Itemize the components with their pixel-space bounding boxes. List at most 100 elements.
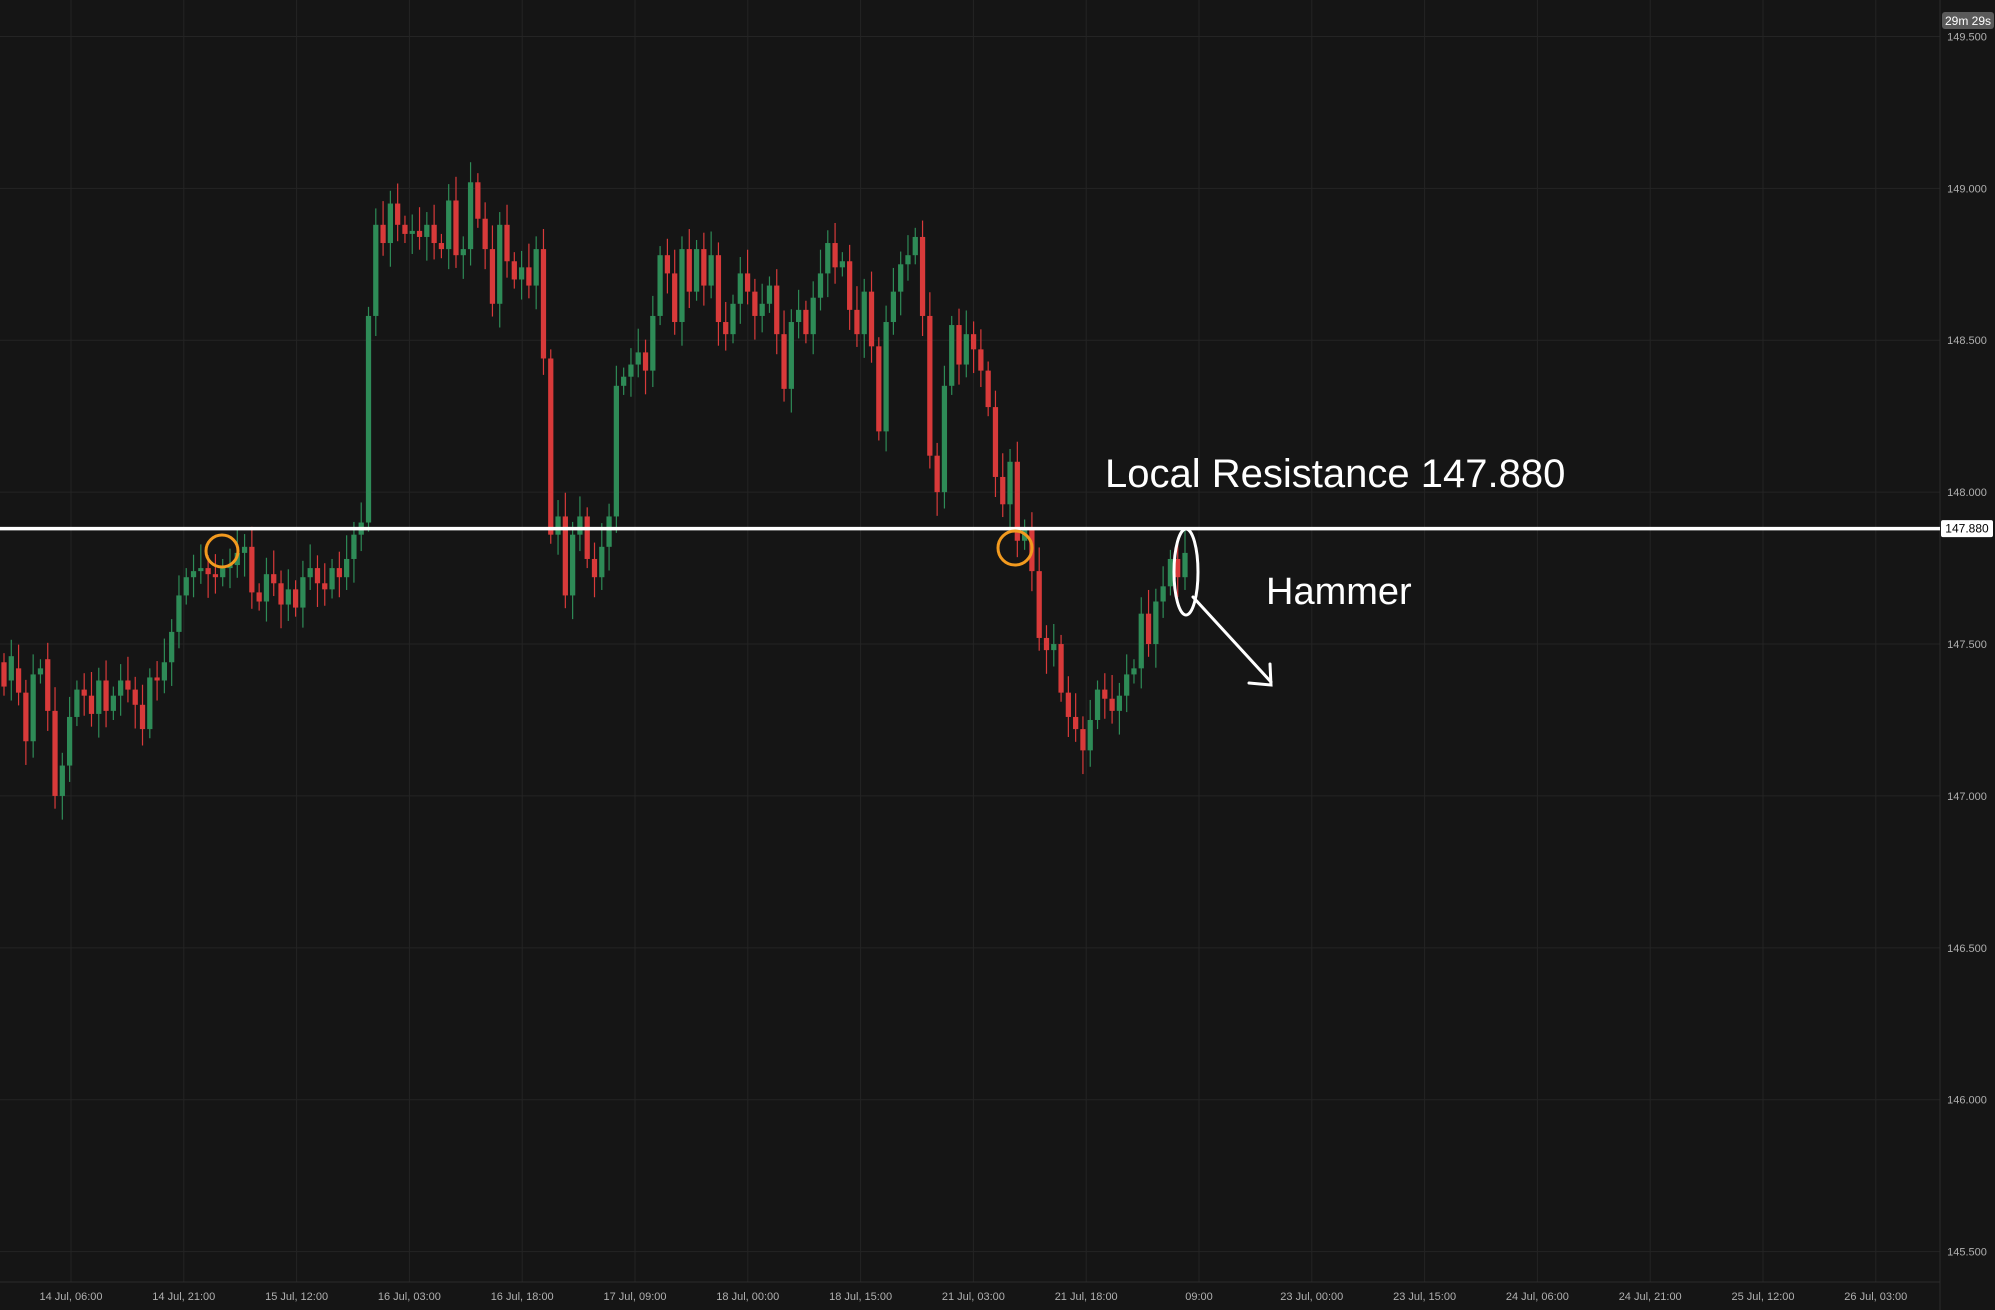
candle-body xyxy=(803,309,809,335)
candle-body xyxy=(292,589,299,608)
candle-body xyxy=(314,568,321,584)
candle-body xyxy=(1058,644,1064,693)
candle-body xyxy=(744,273,751,292)
resistance-annotation: Local Resistance 147.880 xyxy=(1105,452,1565,496)
candle-body xyxy=(198,568,204,572)
candle-body xyxy=(205,568,211,575)
candle-body xyxy=(96,680,102,714)
candle-body xyxy=(533,249,539,286)
candle-body xyxy=(1102,689,1108,699)
time-tick-label: 15 Jul, 12:00 xyxy=(265,1291,328,1303)
candle-body xyxy=(540,249,547,359)
candle-body xyxy=(409,230,415,234)
candle-body xyxy=(285,589,291,605)
candle-body xyxy=(453,200,459,256)
candle-body xyxy=(161,662,168,681)
candle-body xyxy=(832,243,838,268)
candle-body xyxy=(752,291,758,316)
candle-body xyxy=(1131,668,1137,675)
candle-body xyxy=(8,656,14,681)
candle-body xyxy=(672,273,678,323)
candle-body xyxy=(861,291,867,335)
candle-body xyxy=(344,558,350,578)
candle-body xyxy=(905,255,911,265)
candle-body xyxy=(446,200,452,250)
candle-body xyxy=(548,358,554,535)
candle-body xyxy=(686,249,692,292)
candle-body xyxy=(890,291,897,323)
candle-body xyxy=(402,224,408,234)
candle-body xyxy=(482,218,488,250)
candle-body xyxy=(730,303,736,335)
candle-body xyxy=(88,695,95,714)
grid xyxy=(0,0,1940,1282)
hammer-annotation: Hammer xyxy=(1266,571,1412,613)
candle-body xyxy=(927,315,933,456)
candle-body xyxy=(1124,674,1130,696)
candle-body xyxy=(664,255,671,274)
time-tick-label: 17 Jul, 09:00 xyxy=(604,1291,667,1303)
candle-body xyxy=(45,659,51,711)
candle-body xyxy=(650,315,656,371)
time-tick-label: 16 Jul, 03:00 xyxy=(378,1291,441,1303)
candle-body xyxy=(1000,476,1006,505)
time-tick-label: 09:00 xyxy=(1185,1291,1213,1303)
candle-body xyxy=(876,346,882,432)
candle-body xyxy=(1160,586,1166,602)
candle-body xyxy=(1065,692,1071,717)
candle-body xyxy=(1138,613,1144,669)
candle-body xyxy=(395,203,401,225)
candle-body xyxy=(817,273,824,298)
touch-circle-left xyxy=(204,533,240,569)
candle-body xyxy=(1087,719,1093,751)
candle-body xyxy=(963,334,969,365)
candle-body xyxy=(387,203,394,244)
candle-body xyxy=(526,267,532,286)
price-tick-label: 147.000 xyxy=(1947,791,1987,803)
candle-body xyxy=(1036,571,1042,638)
candle-body xyxy=(132,689,138,705)
candle-body xyxy=(139,704,146,730)
candle-body xyxy=(1043,637,1050,651)
price-tick-label: 146.500 xyxy=(1947,943,1987,955)
time-tick-label: 25 Jul, 12:00 xyxy=(1732,1291,1795,1303)
candle-body xyxy=(37,668,44,675)
candle-body xyxy=(373,224,379,316)
candle-body xyxy=(518,267,525,280)
candle-body xyxy=(919,236,926,316)
candle-body xyxy=(985,370,991,408)
time-axis[interactable]: 14 Jul, 06:00 14 Jul, 21:00 15 Jul, 12:00 1… xyxy=(40,1291,1908,1303)
candle-body xyxy=(577,516,583,535)
candle-body xyxy=(555,516,561,535)
candle-body xyxy=(1007,461,1013,505)
candle-body xyxy=(460,249,466,256)
candle-body xyxy=(847,261,853,310)
candle-body xyxy=(883,322,889,432)
candle-body xyxy=(970,334,977,350)
time-tick-label: 24 Jul, 21:00 xyxy=(1619,1291,1682,1303)
price-tick-label: 145.500 xyxy=(1947,1247,1987,1259)
hammer-highlight-ellipse xyxy=(1172,527,1200,617)
price-tick-label: 146.000 xyxy=(1947,1095,1987,1107)
time-tick-label: 21 Jul, 03:00 xyxy=(942,1291,1005,1303)
time-tick-label: 14 Jul, 06:00 xyxy=(40,1291,103,1303)
candle-body xyxy=(737,273,743,304)
candle-body xyxy=(227,565,233,569)
candle-body xyxy=(183,577,189,596)
candle-body xyxy=(723,322,729,335)
price-axis[interactable]: 149.500 149.000 148.500 148.000 147.500 147.0… xyxy=(1947,31,1987,1258)
candle-body xyxy=(263,574,270,602)
time-tick-label: 26 Jul, 03:00 xyxy=(1844,1291,1907,1303)
resistance-price-label: 147.880 xyxy=(1945,522,1989,536)
candle-body xyxy=(431,224,437,244)
candle-body xyxy=(628,364,634,377)
candle-body xyxy=(190,571,197,578)
candle-body xyxy=(825,243,831,274)
touch-circle-right xyxy=(996,529,1034,567)
candle-body xyxy=(74,689,80,717)
candle-body xyxy=(110,695,116,711)
candle-body xyxy=(271,574,277,584)
candle-body xyxy=(854,309,860,335)
candle-body xyxy=(241,546,248,553)
